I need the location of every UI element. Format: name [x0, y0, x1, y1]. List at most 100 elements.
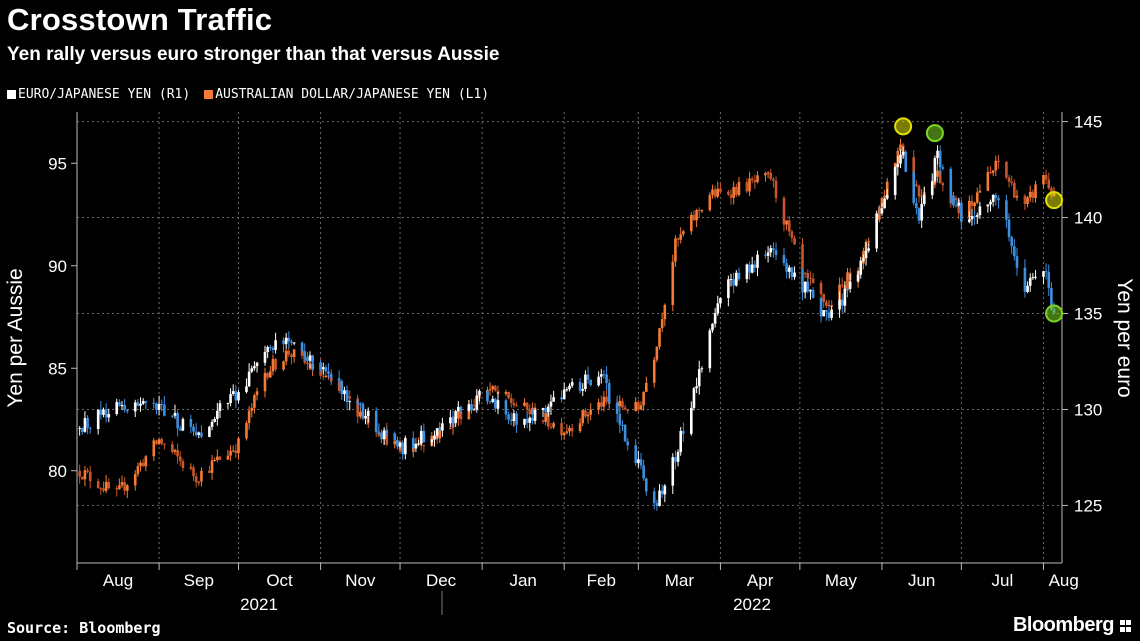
- candle-body: [565, 389, 569, 391]
- year-label-2022: 2022: [733, 595, 771, 614]
- candle-body: [229, 394, 232, 404]
- xtick-label: Jan: [509, 571, 536, 590]
- candle-body: [790, 267, 794, 278]
- candle-body: [774, 180, 778, 198]
- candle-body: [568, 385, 571, 390]
- candle-body: [618, 400, 622, 407]
- candle-body: [139, 403, 142, 406]
- candle-body: [141, 462, 145, 467]
- candle-body: [933, 158, 937, 182]
- candle-body: [581, 389, 585, 391]
- candle-body: [1026, 197, 1029, 204]
- candle-body: [1031, 191, 1035, 199]
- candle-body: [120, 405, 124, 407]
- candle-body: [250, 407, 254, 411]
- candle-body: [377, 431, 381, 433]
- candle-body: [920, 203, 923, 221]
- candle-body: [621, 400, 624, 408]
- candle-body: [181, 460, 185, 468]
- candle-body: [414, 443, 418, 449]
- candle-body: [176, 412, 179, 429]
- brand-logo: Bloomberg: [1012, 614, 1115, 636]
- candle-body: [107, 414, 111, 418]
- candle-body: [997, 198, 1000, 201]
- candle-body: [549, 401, 553, 407]
- candle-body: [144, 401, 148, 403]
- candle-body: [126, 485, 129, 491]
- candle-body: [787, 267, 791, 272]
- candle-body: [1047, 271, 1051, 288]
- candle-body: [973, 216, 976, 218]
- candle-body: [523, 418, 526, 425]
- candle-body: [578, 423, 582, 432]
- candle-body: [488, 401, 492, 403]
- candle-body: [253, 366, 256, 369]
- candle-body: [682, 430, 685, 434]
- candle-body: [801, 272, 804, 293]
- candle-body: [123, 405, 126, 410]
- candle-body: [419, 430, 423, 444]
- candle-body: [507, 392, 510, 399]
- candle-body: [284, 350, 288, 362]
- ytick-right-label: 130: [1074, 400, 1102, 419]
- candle-body: [552, 397, 555, 402]
- candle-body: [488, 389, 492, 391]
- candle-body: [968, 200, 971, 217]
- xtick-label: Apr: [747, 571, 774, 590]
- candle-body: [197, 481, 201, 483]
- candle-body: [250, 368, 254, 372]
- candle-body: [1028, 191, 1032, 198]
- candle-body: [883, 195, 886, 198]
- candle-body: [274, 359, 277, 370]
- candle-body: [737, 272, 741, 280]
- candle-body: [86, 470, 89, 472]
- candle-body: [809, 289, 812, 292]
- candle-body: [141, 401, 145, 404]
- candle-body: [915, 203, 918, 209]
- candle-body: [268, 347, 272, 349]
- candle-body: [504, 392, 508, 394]
- candle-body: [634, 401, 637, 411]
- candle-body: [917, 208, 921, 221]
- candle-body: [676, 238, 680, 240]
- candle-body: [901, 151, 905, 155]
- candle-body: [1047, 179, 1051, 189]
- candle-body: [509, 419, 513, 422]
- candle-body: [968, 219, 971, 222]
- candle-body: [157, 403, 161, 410]
- candle-body: [1026, 285, 1029, 292]
- candle-body: [772, 248, 775, 251]
- candle-body: [912, 171, 916, 204]
- candle-body: [745, 264, 749, 280]
- candle-body: [268, 371, 272, 378]
- candle-body: [1015, 195, 1019, 198]
- candle-body: [764, 254, 767, 256]
- candle-body: [226, 455, 230, 460]
- candle-body: [602, 396, 606, 407]
- candle-body: [456, 407, 460, 412]
- candle-body: [960, 202, 963, 222]
- candle-body: [102, 488, 105, 491]
- candle-body: [194, 431, 198, 436]
- candle-body: [306, 362, 309, 365]
- candle-body: [200, 432, 203, 437]
- xtick-label: Mar: [665, 571, 695, 590]
- candle-body: [385, 429, 389, 445]
- candle-body: [396, 439, 399, 447]
- candle-body: [290, 354, 293, 357]
- xtick-label: Oct: [266, 571, 293, 590]
- ytick-left-label: 95: [48, 154, 67, 173]
- candle-body: [86, 418, 89, 428]
- candle-body: [719, 188, 722, 192]
- candle-body: [1013, 246, 1016, 257]
- candle-body: [266, 347, 269, 352]
- candle-body: [793, 237, 796, 245]
- candle-body: [213, 459, 216, 461]
- candle-body: [793, 272, 796, 278]
- candle-body: [449, 417, 452, 424]
- candle-body: [750, 178, 754, 181]
- candle-body: [915, 184, 918, 186]
- ytick-right-label: 125: [1074, 496, 1102, 515]
- candle-body: [785, 220, 788, 225]
